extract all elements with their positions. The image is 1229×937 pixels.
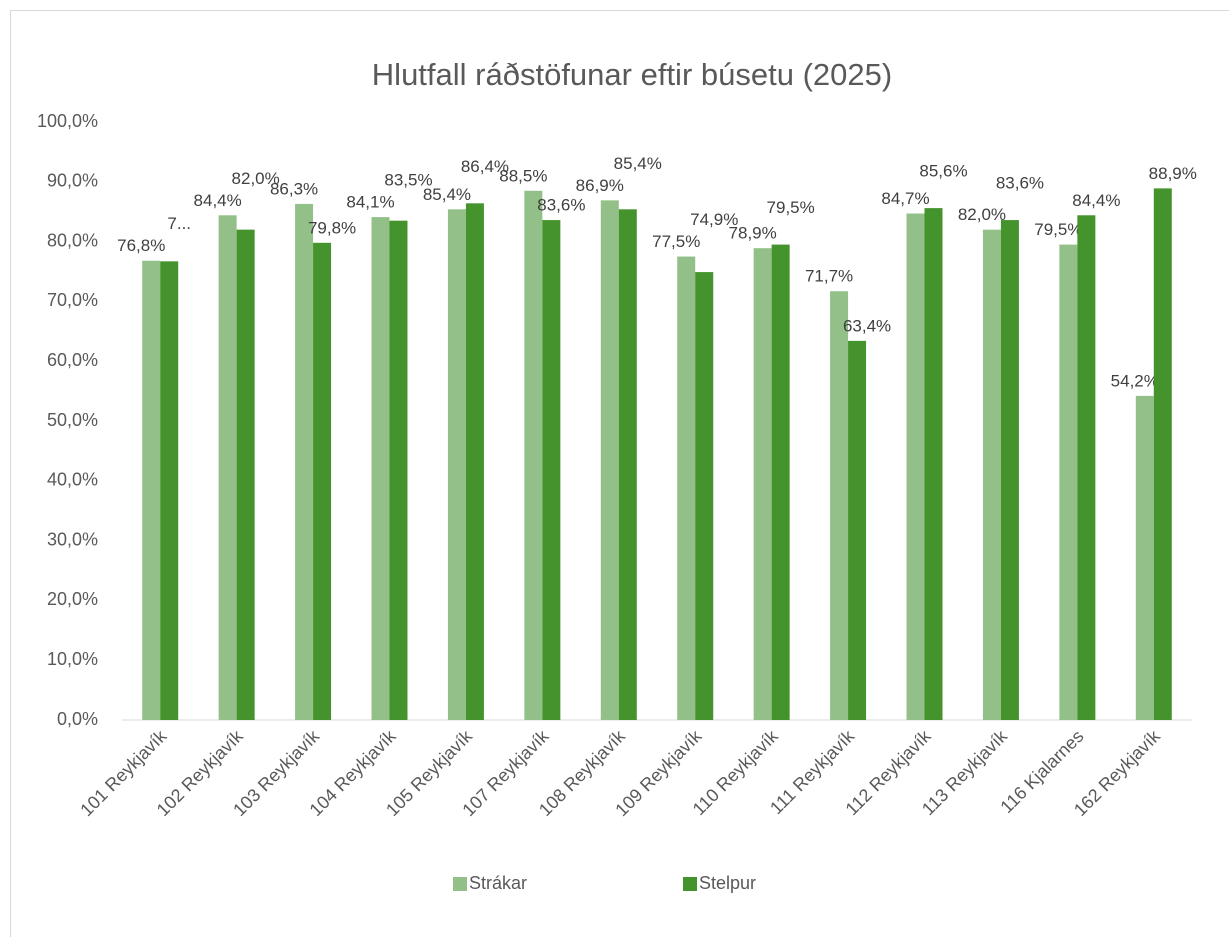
data-label: 85,4% bbox=[423, 185, 471, 204]
legend-swatch bbox=[453, 877, 467, 891]
data-label: 85,4% bbox=[614, 154, 662, 173]
data-label: 83,6% bbox=[996, 174, 1044, 193]
data-label: 84,1% bbox=[346, 193, 394, 212]
data-label: 54,2% bbox=[1111, 371, 1159, 390]
bar bbox=[677, 256, 696, 720]
bar bbox=[389, 220, 408, 721]
data-label: 86,9% bbox=[576, 176, 624, 195]
bar bbox=[906, 213, 925, 720]
bar bbox=[371, 217, 390, 720]
data-label: 85,6% bbox=[919, 162, 967, 181]
bar bbox=[524, 190, 543, 720]
bar bbox=[618, 209, 637, 721]
bar bbox=[1000, 220, 1019, 720]
bar bbox=[465, 203, 484, 720]
bar bbox=[695, 272, 714, 720]
bar bbox=[236, 229, 255, 720]
legend-label: Stelpur bbox=[699, 873, 756, 893]
data-label: 84,4% bbox=[194, 191, 242, 210]
data-label: 84,7% bbox=[881, 189, 929, 208]
y-tick-label: 80,0% bbox=[47, 230, 98, 250]
y-tick-label: 70,0% bbox=[47, 290, 98, 310]
bar bbox=[753, 248, 772, 721]
data-label: 74,9% bbox=[690, 210, 738, 229]
bar bbox=[600, 200, 619, 720]
bar bbox=[1135, 395, 1154, 720]
data-label: 79,5% bbox=[1034, 220, 1082, 239]
bar bbox=[1059, 244, 1078, 720]
bar bbox=[1077, 215, 1096, 720]
bar bbox=[295, 203, 314, 720]
data-label: 78,9% bbox=[729, 224, 777, 243]
y-tick-label: 10,0% bbox=[47, 649, 98, 669]
y-tick-label: 90,0% bbox=[47, 171, 98, 191]
data-label: 88,9% bbox=[1149, 164, 1197, 183]
y-tick-label: 20,0% bbox=[47, 589, 98, 609]
bar bbox=[542, 220, 561, 720]
legend-swatch bbox=[683, 877, 697, 891]
bar bbox=[848, 340, 867, 720]
y-tick-label: 40,0% bbox=[47, 470, 98, 490]
data-label: 79,8% bbox=[308, 218, 356, 237]
y-tick-label: 50,0% bbox=[47, 410, 98, 430]
data-label: 86,3% bbox=[270, 179, 318, 198]
bar bbox=[924, 208, 943, 720]
data-label: 71,7% bbox=[805, 267, 853, 286]
data-label: 77,5% bbox=[652, 232, 700, 251]
bar bbox=[313, 242, 332, 720]
y-tick-label: 60,0% bbox=[47, 350, 98, 370]
bar bbox=[982, 229, 1001, 720]
y-tick-label: 100,0% bbox=[37, 111, 98, 131]
bar bbox=[771, 244, 790, 720]
bar bbox=[142, 260, 161, 720]
bar bbox=[218, 215, 237, 720]
data-label: 82,0% bbox=[958, 205, 1006, 224]
data-label: 63,4% bbox=[843, 316, 891, 335]
data-label: 83,6% bbox=[537, 196, 585, 215]
data-label: 7... bbox=[167, 214, 191, 233]
bar bbox=[830, 291, 849, 720]
y-tick-label: 30,0% bbox=[47, 529, 98, 549]
data-label: 79,5% bbox=[767, 198, 815, 217]
data-label: 84,4% bbox=[1072, 191, 1120, 210]
data-label: 82,0% bbox=[232, 169, 280, 188]
data-label: 88,5% bbox=[499, 166, 547, 185]
data-label: 76,8% bbox=[117, 236, 165, 255]
chart-title: Hlutfall ráðstöfunar eftir búsetu (2025) bbox=[372, 57, 892, 92]
data-label: 86,4% bbox=[461, 157, 509, 176]
data-label: 83,5% bbox=[384, 171, 432, 190]
y-tick-label: 0,0% bbox=[57, 709, 98, 729]
bar bbox=[447, 209, 466, 721]
legend-label: Strákar bbox=[469, 873, 527, 893]
bar bbox=[160, 261, 179, 720]
bar bbox=[1153, 188, 1172, 721]
